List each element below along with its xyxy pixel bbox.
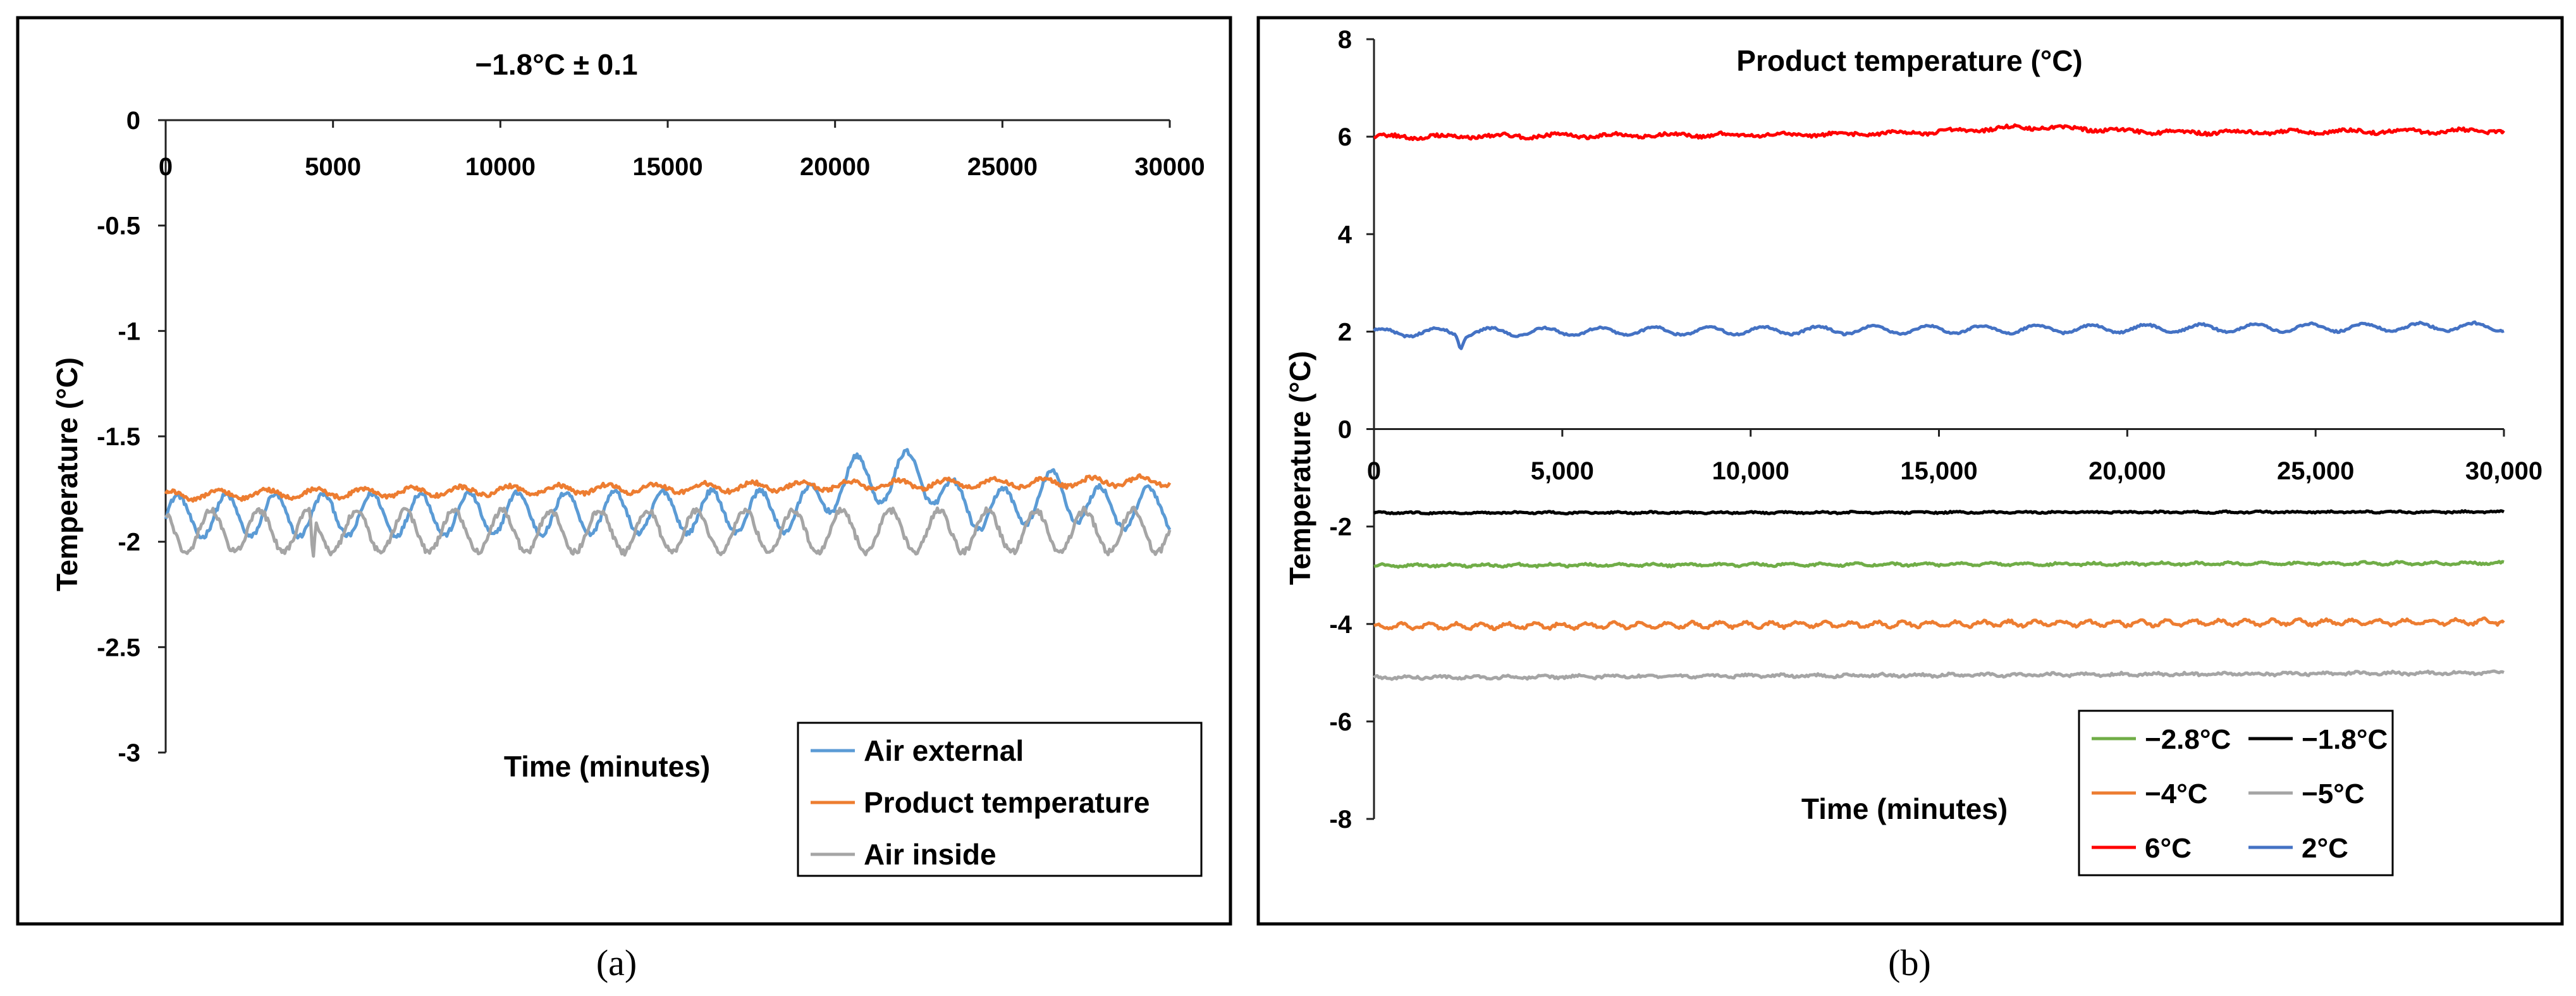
chart-b-x-tick-label: 0 [1367, 457, 1381, 485]
chart-b: 0 5,000 10,000 15,000 20,000 25,000 30,000 8 6 4 2… [1329, 26, 2542, 833]
chart-a-x-tick-label: 5000 [305, 153, 361, 181]
chart-b-legend-label-5-c: −5°C [2302, 778, 2365, 809]
chart-b-title: Product temperature (°C) [1736, 44, 2082, 77]
chart-b-series-2-c [1373, 320, 2505, 350]
chart-a-y-tick-label: 0 [126, 107, 140, 135]
chart-b-ylabel: Temperature (°C) [1284, 351, 1316, 585]
chart-a: 0 5000 10000 15000 20000 25000 30000 0 -0.5 -1 -1.… [97, 107, 1205, 767]
chart-b-legend: −2.8°C −1.8°C −4°C −5°C 6°C 2°C [2078, 710, 2394, 876]
chart-b-legend-label-2-8-c: −2.8°C [2145, 724, 2231, 755]
chart-a-legend: Air external Product temperature Air insid… [797, 722, 1203, 877]
chart-b-series-4-c [1373, 616, 2505, 631]
chart-b-legend-label-4-c: −4°C [2145, 778, 2208, 809]
chart-a-legend-box [797, 722, 1203, 877]
chart-b-xlabel: Time (minutes) [1801, 792, 2008, 825]
chart-b-y-tick-label: -4 [1329, 611, 1352, 639]
chart-b-x-tick-label: 20,000 [2088, 457, 2166, 485]
chart-b-series-5-c [1373, 669, 2505, 681]
chart-b-x-tick-label: 25,000 [2277, 457, 2354, 485]
chart-b-y-tick-label: -8 [1329, 806, 1352, 833]
chart-a-y-tick-label: -0.5 [97, 212, 140, 240]
chart-b-series-1-8-c [1373, 509, 2505, 516]
chart-a-x-tick-label: 30000 [1134, 153, 1205, 181]
chart-b-y-tick-label: 4 [1338, 221, 1352, 249]
chart-a-x-tick-label: 25000 [967, 153, 1038, 181]
chart-b-y-tick-label: 6 [1338, 123, 1352, 151]
chart-b-y-tick-label: 8 [1338, 26, 1352, 54]
chart-b-x-tick-label: 30,000 [2465, 457, 2542, 485]
chart-a-x-tick-label: 20000 [800, 153, 870, 181]
chart-b-x-tick-label: 10,000 [1712, 457, 1789, 485]
chart-a-y-tick-label: -2 [118, 529, 140, 556]
chart-a-y-tick-label: -1.5 [97, 423, 140, 451]
chart-a-y-tick-label: -2.5 [97, 634, 140, 661]
chart-a-legend-label-air-inside: Air inside [864, 838, 997, 871]
chart-a-series-air-external [164, 448, 1172, 540]
chart-a-legend-label-product-temperature: Product temperature [864, 786, 1150, 819]
chart-a-series-product-temperature [164, 473, 1172, 503]
chart-a-ylabel: Temperature (°C) [51, 357, 83, 591]
chart-a-legend-label-air-external: Air external [864, 734, 1024, 767]
chart-a-series-air-inside [164, 505, 1172, 558]
chart-a-x-tick-label: 0 [159, 153, 173, 181]
caption-b: (b) [1888, 942, 1931, 983]
chart-b-legend-label-1-8-c: −1.8°C [2302, 724, 2388, 755]
chart-b-y-tick-label: -6 [1329, 708, 1352, 736]
chart-a-y-tick-label: -1 [118, 317, 140, 345]
caption-a: (a) [596, 942, 637, 983]
chart-b-y-tick-label: -2 [1329, 513, 1352, 541]
chart-a-title: −1.8°C ± 0.1 [475, 48, 637, 81]
chart-b-series-2-8-c [1373, 560, 2505, 569]
chart-b-x-tick-label: 15,000 [1900, 457, 1977, 485]
chart-b-series-6-c [1373, 123, 2505, 142]
chart-a-x-tick-label: 10000 [465, 153, 536, 181]
chart-b-legend-label-2-c: 2°C [2302, 833, 2348, 864]
chart-a-x-tick-label: 15000 [632, 153, 702, 181]
chart-a-xlabel: Time (minutes) [504, 750, 710, 783]
chart-b-legend-label-6-c: 6°C [2145, 833, 2192, 864]
chart-a-y-tick-label: -3 [118, 739, 140, 767]
chart-b-y-tick-label: 0 [1338, 416, 1352, 444]
chart-b-x-tick-label: 5,000 [1531, 457, 1594, 485]
chart-b-y-tick-label: 2 [1338, 318, 1352, 346]
